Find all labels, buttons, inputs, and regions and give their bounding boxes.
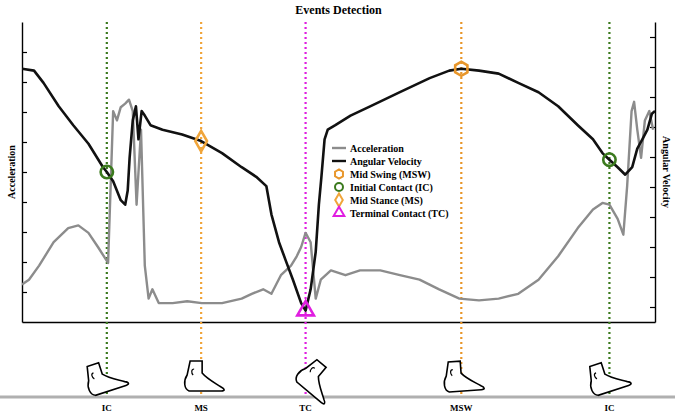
event-line bbox=[200, 22, 202, 397]
legend-label: Terminal Contact (TC) bbox=[350, 208, 449, 220]
foot-ankle bbox=[450, 370, 453, 376]
x-axis-line bbox=[23, 322, 656, 323]
legend-swatch bbox=[335, 193, 343, 206]
tick bbox=[650, 247, 655, 248]
legend-swatch bbox=[334, 207, 345, 216]
y2-axis-title: Angular Velocity bbox=[661, 136, 672, 208]
tick bbox=[650, 37, 655, 38]
tick-mark bbox=[650, 37, 655, 38]
tick bbox=[22, 142, 27, 143]
event-marker bbox=[297, 301, 314, 315]
legend-label: Mid Swing (MSW) bbox=[350, 169, 431, 181]
event-marker bbox=[101, 166, 113, 178]
tick bbox=[22, 202, 27, 203]
foot-icon bbox=[585, 356, 632, 397]
foot-outline bbox=[293, 356, 343, 404]
title: Events Detection bbox=[295, 3, 382, 17]
tick-mark bbox=[650, 247, 655, 248]
legend-swatch bbox=[335, 183, 343, 191]
tick-mark bbox=[22, 112, 27, 113]
plot-area bbox=[22, 62, 655, 316]
tick bbox=[650, 67, 655, 68]
event-line bbox=[608, 22, 610, 397]
tick bbox=[650, 307, 655, 308]
tick bbox=[650, 157, 655, 158]
legend-swatch bbox=[332, 147, 346, 149]
ground bbox=[0, 396, 675, 399]
y-axis-title: Acceleration bbox=[6, 145, 17, 199]
legend: Acceleration Angular Velocity Mid Swing (M… bbox=[328, 140, 449, 220]
tick-mark bbox=[22, 172, 27, 173]
event-marker bbox=[603, 154, 615, 166]
foot-icon bbox=[443, 360, 484, 393]
foot-ankle bbox=[91, 373, 95, 379]
tick bbox=[650, 187, 655, 188]
background bbox=[0, 0, 675, 417]
foot-ankle bbox=[309, 367, 315, 373]
tick-mark bbox=[22, 232, 27, 233]
event-line bbox=[304, 22, 306, 397]
foot-icon bbox=[293, 356, 343, 404]
event-line bbox=[460, 22, 462, 397]
tick-mark bbox=[22, 292, 27, 293]
series-line bbox=[22, 69, 655, 311]
legend-label: Angular Velocity bbox=[350, 156, 422, 167]
event-label: IC bbox=[604, 403, 614, 413]
tick-mark bbox=[650, 277, 655, 278]
legend-background bbox=[328, 140, 449, 220]
foot-outline bbox=[585, 356, 632, 397]
tick-mark bbox=[650, 217, 655, 218]
event-marker bbox=[455, 62, 467, 76]
tick-mark bbox=[22, 262, 27, 263]
event-marker bbox=[195, 131, 207, 151]
y2-axis-line bbox=[655, 23, 656, 323]
tick-mark bbox=[22, 142, 27, 143]
y2-axis bbox=[650, 23, 656, 323]
tick-mark bbox=[22, 202, 27, 203]
foot-outline bbox=[443, 360, 484, 393]
tick bbox=[650, 277, 655, 278]
event-label: MSW bbox=[450, 403, 473, 413]
event-label: MS bbox=[194, 403, 208, 413]
tick-mark bbox=[22, 82, 27, 83]
foot-outline bbox=[185, 361, 224, 391]
tick bbox=[22, 112, 27, 113]
tick bbox=[22, 82, 27, 83]
tick bbox=[650, 217, 655, 218]
legend-label: Initial Contact (IC) bbox=[350, 182, 433, 194]
foot-outline bbox=[82, 356, 129, 397]
legend-label: Mid Stance (MS) bbox=[350, 195, 423, 207]
foot-icon bbox=[82, 356, 129, 397]
event-lines bbox=[107, 22, 610, 397]
chart: Events Detection Acceleration Angular Velo… bbox=[0, 0, 675, 417]
event-label: TC bbox=[299, 403, 312, 413]
tick-mark bbox=[650, 157, 655, 158]
tick bbox=[22, 52, 27, 53]
event-line bbox=[106, 22, 108, 397]
legend-swatch bbox=[335, 169, 343, 178]
tick-mark bbox=[650, 187, 655, 188]
legend-swatch bbox=[332, 160, 346, 162]
tick-mark bbox=[22, 52, 27, 53]
foot-icon bbox=[185, 361, 224, 391]
tick-mark bbox=[650, 307, 655, 308]
foot-ankle bbox=[594, 373, 598, 379]
tick bbox=[22, 262, 27, 263]
series-line bbox=[22, 100, 653, 303]
tick bbox=[22, 232, 27, 233]
tick bbox=[22, 172, 27, 173]
legend-label: Acceleration bbox=[350, 143, 404, 154]
x-axis bbox=[23, 322, 656, 323]
event-label: IC bbox=[102, 403, 112, 413]
tick-mark bbox=[650, 97, 655, 98]
y-axis bbox=[22, 23, 27, 323]
tick bbox=[22, 292, 27, 293]
foot-ankle bbox=[192, 369, 194, 375]
tick-mark bbox=[650, 67, 655, 68]
tick bbox=[650, 97, 655, 98]
